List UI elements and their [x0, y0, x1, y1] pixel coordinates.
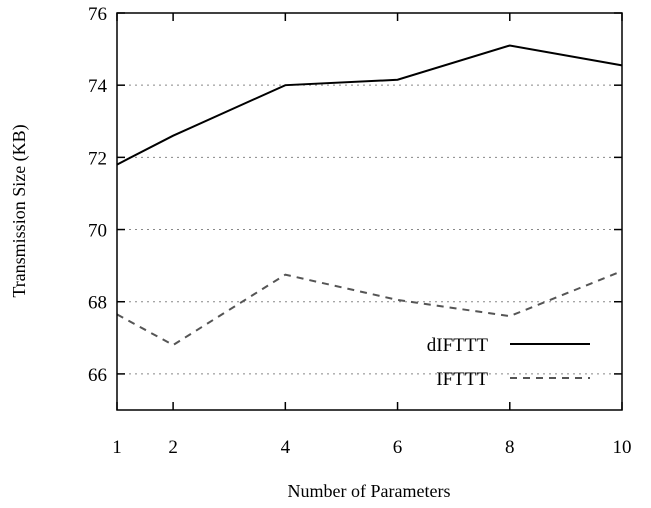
y-axis-label: Transmission Size (KB) [9, 124, 30, 297]
x-tick-label: 2 [168, 437, 178, 458]
legend: dIFTTT IFTTT [427, 335, 590, 390]
y-tick-label: 70 [88, 221, 107, 242]
x-tick-label: 4 [281, 437, 291, 458]
y-tick-label: 74 [88, 76, 108, 97]
y-tick-label: 68 [88, 293, 107, 314]
x-tick-label: 8 [505, 437, 515, 458]
series-line-dIFTTT [116, 44, 623, 166]
x-tick-label: 10 [613, 437, 632, 458]
y-tick-label: 76 [88, 4, 107, 25]
x-tick-label: 6 [393, 437, 403, 458]
y-ticks: 66 68 70 72 74 76 [88, 4, 622, 386]
x-ticks: 1 2 4 6 8 10 [112, 13, 632, 458]
gridlines [117, 84, 622, 375]
series-layer [116, 44, 623, 347]
series-line-IFTTT [116, 270, 623, 347]
y-tick-label: 66 [88, 365, 107, 386]
y-tick-label: 72 [88, 148, 107, 169]
legend-label-dIFTTT: dIFTTT [427, 335, 489, 356]
legend-label-IFTTT: IFTTT [436, 369, 488, 390]
x-axis-label: Number of Parameters [288, 481, 451, 501]
plot-frame [116, 12, 623, 411]
x-tick-label: 1 [112, 437, 122, 458]
